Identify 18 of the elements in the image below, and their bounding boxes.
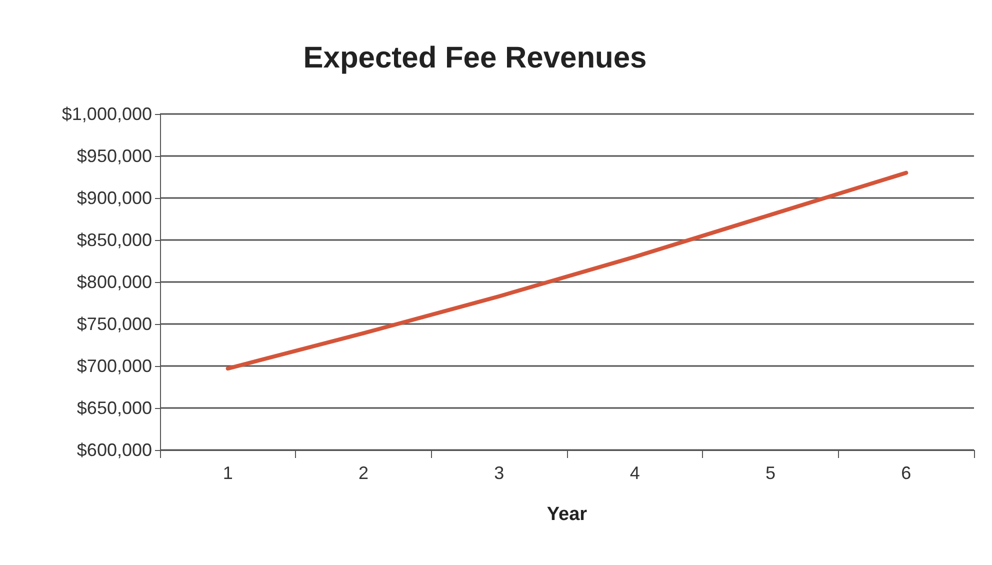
chart-title: Expected Fee Revenues	[303, 42, 647, 74]
y-tick-label: $700,000	[76, 356, 152, 376]
y-tick-label: $950,000	[76, 146, 152, 166]
y-tick-label: $800,000	[76, 272, 152, 292]
line-series	[226, 170, 908, 371]
y-tick-label: $600,000	[76, 440, 152, 460]
x-tick-label: 1	[222, 463, 233, 483]
y-tick-label: $850,000	[76, 230, 152, 250]
y-tick-label: $750,000	[76, 314, 152, 334]
x-tick-label: 6	[901, 463, 912, 483]
x-tick-label: 4	[630, 463, 640, 483]
y-tick-label: $650,000	[76, 398, 152, 418]
x-tick-label: 2	[358, 463, 369, 483]
y-tick-label: $900,000	[76, 188, 152, 208]
y-tick-label: $1,000,000	[62, 104, 152, 124]
x-axis-title: Year	[546, 504, 588, 525]
x-tick-label: 5	[765, 463, 776, 483]
x-tick-label: 3	[494, 463, 504, 483]
